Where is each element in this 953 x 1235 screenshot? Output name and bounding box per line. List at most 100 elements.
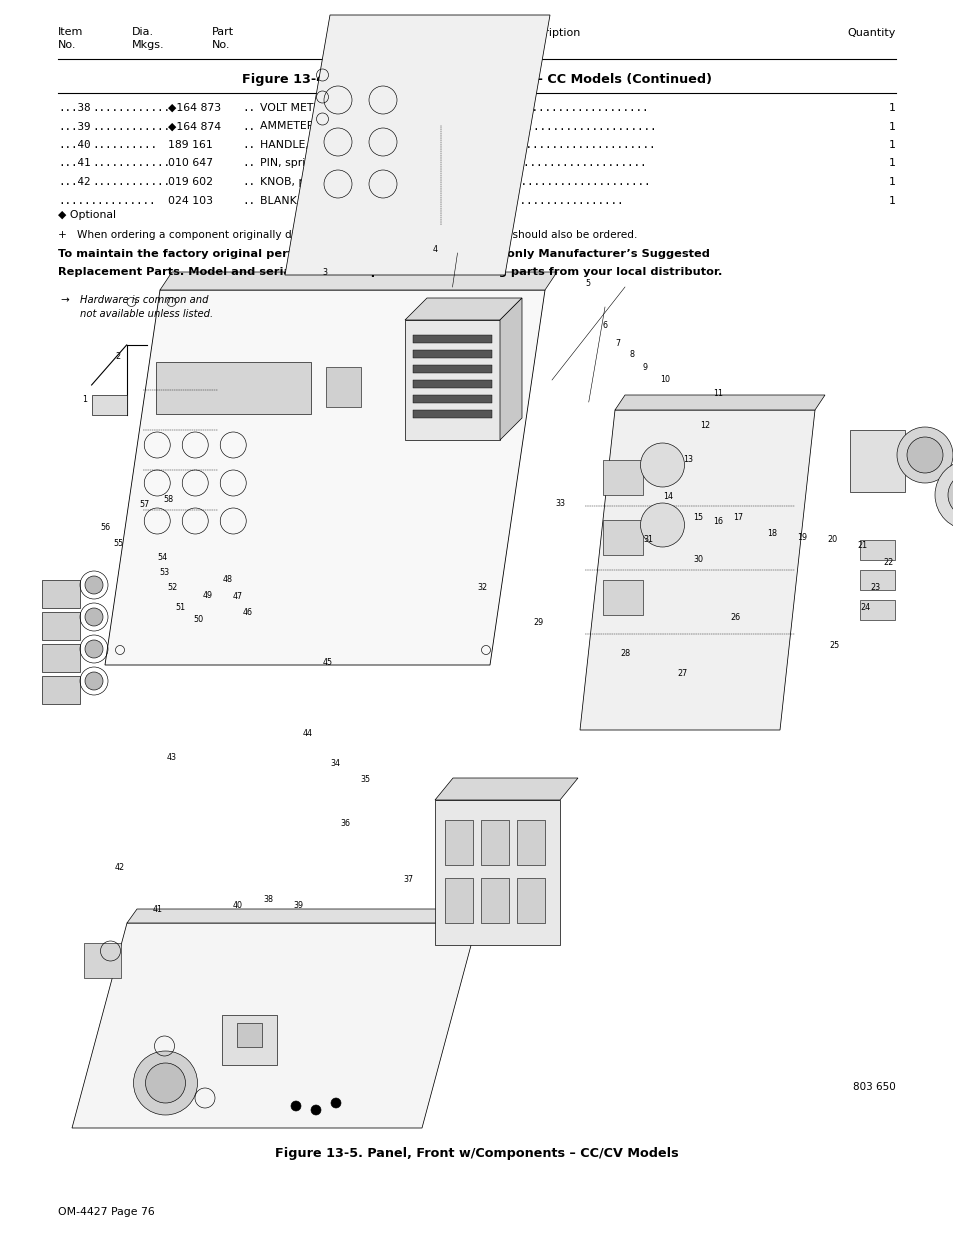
Text: KNOB, pointer: KNOB, pointer bbox=[260, 177, 337, 186]
Circle shape bbox=[906, 437, 942, 473]
Polygon shape bbox=[405, 320, 499, 440]
Text: 56: 56 bbox=[100, 522, 110, 531]
Text: 16: 16 bbox=[712, 517, 722, 526]
Text: 11: 11 bbox=[712, 389, 722, 398]
Text: ...38: ...38 bbox=[58, 103, 91, 112]
Polygon shape bbox=[285, 15, 550, 275]
Text: .........................................: ........................................… bbox=[389, 140, 655, 149]
Text: ..: .. bbox=[242, 121, 254, 131]
Text: ..: .. bbox=[242, 177, 254, 186]
Polygon shape bbox=[579, 410, 814, 730]
Text: 010 647: 010 647 bbox=[168, 158, 213, 168]
Text: ...................: ................... bbox=[500, 195, 623, 205]
Text: 1: 1 bbox=[888, 140, 895, 149]
Text: 44: 44 bbox=[303, 729, 313, 737]
Text: ◆ Optional: ◆ Optional bbox=[58, 210, 116, 220]
Text: Part: Part bbox=[212, 27, 233, 37]
Text: 47: 47 bbox=[233, 593, 243, 601]
Text: Figure 13-4. Panel, Front w/Components – CC Models (Continued): Figure 13-4. Panel, Front w/Components –… bbox=[242, 73, 711, 86]
Circle shape bbox=[85, 640, 103, 658]
Polygon shape bbox=[480, 878, 509, 923]
Text: 37: 37 bbox=[402, 876, 413, 884]
Polygon shape bbox=[413, 410, 492, 417]
Text: 1: 1 bbox=[888, 121, 895, 131]
Polygon shape bbox=[42, 643, 80, 672]
Text: 19: 19 bbox=[796, 534, 806, 542]
Text: ............: ............ bbox=[91, 103, 170, 112]
Text: No.: No. bbox=[58, 40, 76, 49]
Polygon shape bbox=[237, 1024, 262, 1047]
Polygon shape bbox=[517, 820, 544, 864]
Text: 1: 1 bbox=[888, 158, 895, 168]
Polygon shape bbox=[91, 395, 127, 415]
Text: VOLT METER, W/Leads: VOLT METER, W/Leads bbox=[260, 103, 381, 112]
Circle shape bbox=[331, 1098, 340, 1108]
Text: 27: 27 bbox=[677, 668, 686, 678]
Polygon shape bbox=[517, 878, 544, 923]
Text: 54: 54 bbox=[157, 552, 167, 562]
Polygon shape bbox=[160, 272, 557, 290]
Text: ...............................................: ........................................… bbox=[345, 177, 650, 186]
Circle shape bbox=[85, 608, 103, 626]
Polygon shape bbox=[222, 1015, 277, 1066]
Text: ...............: ............... bbox=[58, 195, 155, 205]
Circle shape bbox=[133, 1051, 197, 1115]
Text: ..: .. bbox=[242, 140, 254, 149]
Text: 22: 22 bbox=[882, 558, 892, 568]
Circle shape bbox=[639, 443, 684, 487]
Text: 36: 36 bbox=[339, 819, 350, 827]
Text: OM-4427 Page 76: OM-4427 Page 76 bbox=[58, 1207, 154, 1216]
Polygon shape bbox=[602, 520, 641, 555]
Text: 55: 55 bbox=[112, 538, 123, 547]
Text: 14: 14 bbox=[662, 493, 672, 501]
Circle shape bbox=[896, 427, 952, 483]
Polygon shape bbox=[325, 367, 360, 408]
Text: 30: 30 bbox=[692, 556, 702, 564]
Text: 24: 24 bbox=[859, 603, 869, 611]
Polygon shape bbox=[127, 909, 486, 923]
Text: 10: 10 bbox=[659, 375, 669, 384]
Polygon shape bbox=[480, 820, 509, 864]
Text: ...39: ...39 bbox=[58, 121, 91, 131]
Polygon shape bbox=[444, 820, 473, 864]
Text: ◆164 874: ◆164 874 bbox=[168, 121, 221, 131]
Polygon shape bbox=[84, 944, 120, 978]
Circle shape bbox=[85, 576, 103, 594]
Circle shape bbox=[639, 503, 684, 547]
Text: 23: 23 bbox=[869, 583, 879, 592]
Text: 21: 21 bbox=[856, 541, 866, 550]
Text: 31: 31 bbox=[642, 536, 652, 545]
Text: 40: 40 bbox=[233, 900, 243, 909]
Circle shape bbox=[85, 672, 103, 690]
Text: 18: 18 bbox=[766, 529, 776, 537]
Text: 50: 50 bbox=[193, 615, 203, 625]
Polygon shape bbox=[602, 459, 641, 495]
Text: To maintain the factory original performance of your equipment, use only Manufac: To maintain the factory original perform… bbox=[58, 249, 709, 259]
Text: 12: 12 bbox=[700, 420, 709, 430]
Text: 189 161: 189 161 bbox=[168, 140, 213, 149]
Text: 1: 1 bbox=[888, 103, 895, 112]
Polygon shape bbox=[602, 580, 641, 615]
Text: +   When ordering a component originally displaying a precautionary label, the l: + When ordering a component originally d… bbox=[58, 230, 637, 240]
Text: 46: 46 bbox=[243, 609, 253, 618]
Polygon shape bbox=[435, 778, 578, 800]
Text: .................................: ................................. bbox=[432, 158, 646, 168]
Text: 49: 49 bbox=[203, 590, 213, 599]
Text: 32: 32 bbox=[476, 583, 487, 592]
Polygon shape bbox=[155, 362, 310, 414]
Text: 35: 35 bbox=[359, 776, 370, 784]
Polygon shape bbox=[42, 580, 80, 608]
Text: No.: No. bbox=[212, 40, 231, 49]
Text: ..: .. bbox=[242, 103, 254, 112]
Text: 7: 7 bbox=[615, 338, 619, 347]
Text: 3: 3 bbox=[322, 268, 327, 278]
Text: 4: 4 bbox=[432, 246, 437, 254]
Text: 41: 41 bbox=[152, 905, 163, 914]
Text: 58: 58 bbox=[163, 495, 172, 505]
Text: 1: 1 bbox=[888, 195, 895, 205]
Text: 48: 48 bbox=[223, 576, 233, 584]
Polygon shape bbox=[859, 571, 894, 590]
Text: 20: 20 bbox=[826, 536, 836, 545]
Circle shape bbox=[311, 1105, 320, 1115]
Polygon shape bbox=[413, 366, 492, 373]
